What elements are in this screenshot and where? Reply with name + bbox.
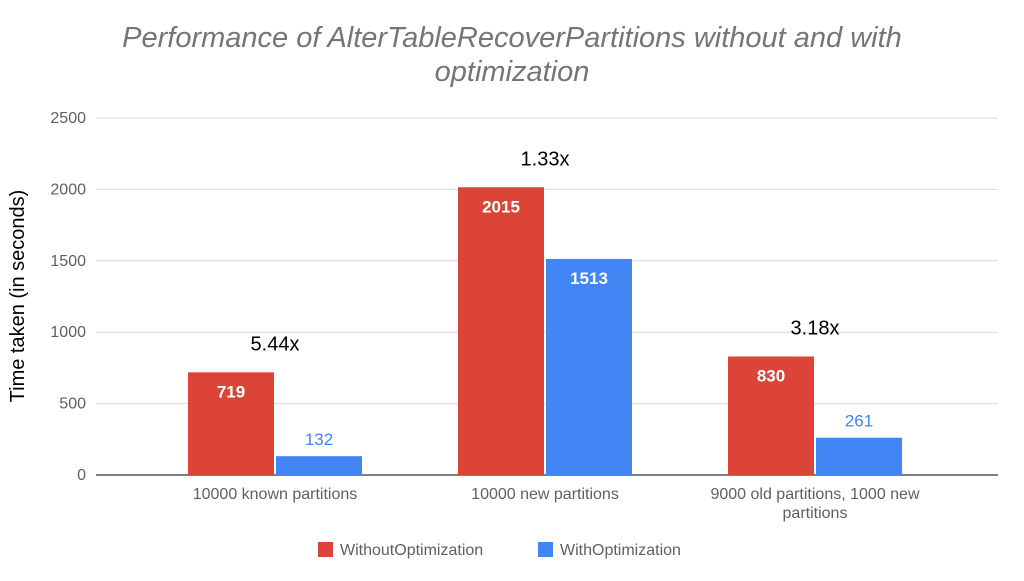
- speedup-annotation: 1.33x: [521, 148, 570, 170]
- data-label: 1513: [570, 269, 608, 288]
- x-category-label: 10000 new partitions: [471, 486, 619, 503]
- data-label: 719: [217, 382, 245, 401]
- chart-title-line: Performance of AlterTableRecoverPartitio…: [122, 22, 902, 54]
- legend-swatch: [318, 542, 333, 557]
- legend: WithoutOptimization WithOptimization: [318, 542, 681, 559]
- speedup-annotation: 3.18x: [791, 317, 840, 339]
- legend-swatch: [538, 542, 553, 557]
- data-labels: 719 2015 830 132 1513 261: [217, 197, 873, 449]
- legend-label: WithoutOptimization: [340, 542, 483, 559]
- bars: [188, 187, 902, 475]
- data-label: 261: [845, 412, 873, 431]
- bar-WithOptimization: [816, 437, 902, 475]
- x-category-label: 10000 known partitions: [193, 486, 358, 503]
- y-tick-label: 1000: [50, 324, 86, 341]
- legend-label: WithOptimization: [560, 542, 681, 559]
- y-tick-label: 500: [59, 396, 86, 413]
- bar-WithoutOptimization: [458, 187, 544, 475]
- bar-WithOptimization: [546, 258, 632, 475]
- y-tick-label: 1500: [50, 253, 86, 270]
- data-label: 830: [757, 366, 785, 385]
- x-category-label: partitions: [783, 505, 848, 522]
- y-tick-label: 0: [77, 467, 86, 484]
- y-axis-ticks: 0 500 1000 1500 2000 2500: [50, 110, 86, 484]
- y-tick-label: 2500: [50, 110, 86, 127]
- bar-WithoutOptimization: [728, 356, 814, 475]
- speedup-annotations: 5.44x 1.33x 3.18x: [251, 148, 840, 355]
- data-label: 2015: [482, 197, 520, 216]
- chart-title-line: optimization: [435, 56, 590, 88]
- x-category-label: 9000 old partitions, 1000 new: [710, 486, 919, 503]
- bar-WithoutOptimization: [188, 372, 274, 475]
- bar-WithOptimization: [276, 456, 362, 475]
- x-axis-categories: 10000 known partitions 10000 new partitio…: [193, 486, 920, 522]
- data-label: 132: [305, 430, 333, 449]
- speedup-annotation: 5.44x: [251, 333, 300, 355]
- chart-title: Performance of AlterTableRecoverPartitio…: [122, 22, 902, 88]
- y-tick-label: 2000: [50, 181, 86, 198]
- y-axis-label: Time taken (in seconds): [7, 190, 29, 403]
